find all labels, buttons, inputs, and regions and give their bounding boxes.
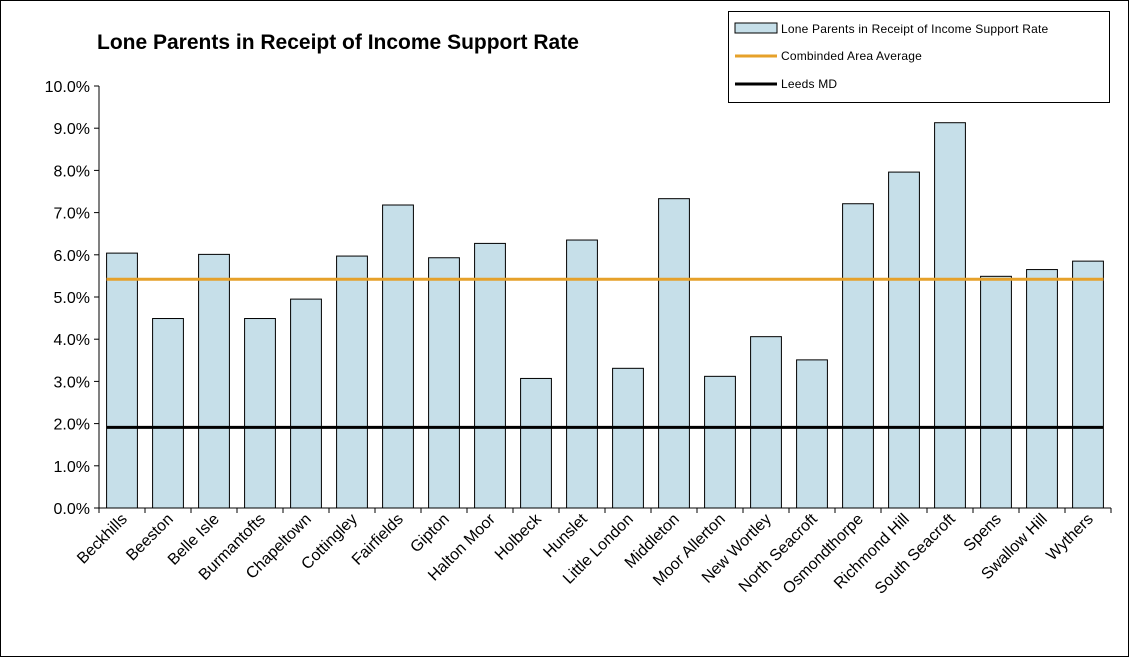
bar xyxy=(842,203,874,509)
x-tick-label: Gipton xyxy=(407,511,452,556)
bar xyxy=(934,122,966,509)
legend-label-area-average: Combinded Area Average xyxy=(781,49,922,63)
bar xyxy=(888,171,920,509)
y-tick-label: 6.0% xyxy=(54,248,90,265)
bar xyxy=(796,359,828,509)
y-tick-label: 7.0% xyxy=(54,206,90,223)
legend-leeds-swatch xyxy=(735,82,777,86)
x-tick-label: Holbeck xyxy=(492,510,546,564)
bar xyxy=(704,375,736,509)
y-tick-label: 0.0% xyxy=(54,501,90,518)
x-tick-label: South Seacroft xyxy=(872,510,959,597)
legend: Lone Parents in Receipt of Income Suppor… xyxy=(728,11,1110,103)
bar xyxy=(520,377,552,509)
bar xyxy=(428,257,460,509)
bar xyxy=(980,275,1012,509)
x-tick-label: Beckhills xyxy=(74,511,131,568)
y-tick-label: 4.0% xyxy=(54,332,90,349)
x-tick-label: Osmondthorpe xyxy=(780,511,867,598)
y-tick-label: 5.0% xyxy=(54,290,90,307)
bar xyxy=(1026,269,1058,509)
bar xyxy=(1072,260,1104,509)
bar xyxy=(566,239,598,509)
y-tick-label: 10.0% xyxy=(45,79,90,96)
legend-label-bar-series: Lone Parents in Receipt of Income Suppor… xyxy=(781,22,1049,36)
legend-label-leeds-md: Leeds MD xyxy=(781,77,838,91)
bar xyxy=(290,298,322,509)
bar xyxy=(336,255,368,509)
y-tick-label: 3.0% xyxy=(54,374,90,391)
bar xyxy=(750,336,782,509)
x-tick-label: Spens xyxy=(961,511,1005,555)
x-tick-label: North Seacroft xyxy=(736,510,821,595)
y-tick-label: 2.0% xyxy=(54,417,90,434)
bar xyxy=(382,204,414,509)
bar xyxy=(106,252,138,509)
legend-bar-swatch xyxy=(734,22,778,34)
chart-title: Lone Parents in Receipt of Income Suppor… xyxy=(97,31,579,54)
bar xyxy=(612,367,644,509)
bar xyxy=(198,253,230,509)
bar xyxy=(244,318,276,509)
y-tick-label: 8.0% xyxy=(54,163,90,180)
bar xyxy=(474,242,506,509)
x-tick-label: Fairfields xyxy=(349,511,407,569)
y-tick-label: 1.0% xyxy=(54,459,90,476)
y-tick-label: 9.0% xyxy=(54,121,90,138)
legend-average-swatch xyxy=(735,54,777,58)
bar xyxy=(152,318,184,509)
x-tick-label: Wythers xyxy=(1043,511,1096,564)
bar xyxy=(658,198,690,509)
